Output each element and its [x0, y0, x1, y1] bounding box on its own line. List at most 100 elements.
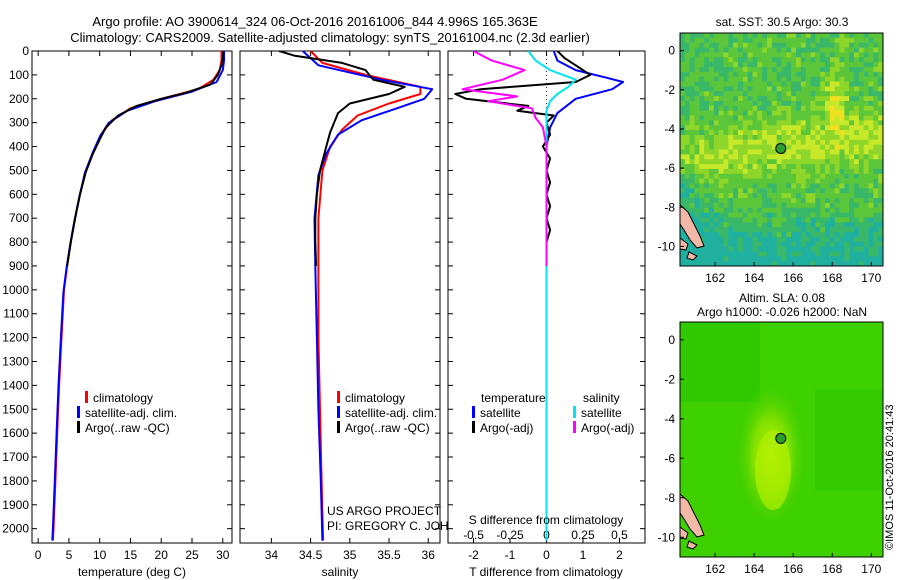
sst-cell	[854, 227, 860, 233]
sst-cell	[738, 193, 744, 199]
sst-cell	[815, 207, 821, 213]
sst-cell	[704, 47, 710, 53]
sst-cell	[718, 212, 724, 218]
sst-cell	[728, 105, 734, 111]
salinity-axis-label: salinity	[322, 565, 359, 579]
sst-cell	[849, 115, 855, 121]
sst-cell	[825, 91, 831, 97]
sst-cell	[747, 125, 753, 131]
sst-cell	[800, 86, 806, 92]
sst-cell	[709, 144, 715, 150]
sst-cell	[757, 154, 763, 160]
sst-cell	[757, 139, 763, 145]
sst-cell	[820, 62, 826, 68]
sst-cell	[791, 134, 797, 141]
sst-cell	[815, 168, 821, 175]
sst-cell	[781, 139, 787, 145]
sst-cell	[723, 134, 729, 141]
sst-cell	[829, 33, 835, 39]
sst-cell	[733, 198, 739, 204]
sst-cell	[723, 57, 729, 63]
sst-cell	[815, 76, 821, 82]
sst-cell	[738, 261, 744, 266]
sst-cell	[786, 193, 792, 199]
sst-cell	[786, 178, 792, 184]
sst-cell	[868, 120, 874, 126]
sst-cell	[680, 37, 686, 44]
sst-cell	[699, 86, 705, 92]
sst-cell	[757, 207, 763, 213]
salinity-legend: climatology satellite-adj. clim. Argo(..…	[337, 391, 437, 435]
sst-cell	[786, 57, 792, 63]
sst-cell	[709, 139, 715, 145]
sst-cell	[728, 47, 734, 53]
sst-cell	[747, 86, 753, 92]
sst-cell	[796, 193, 802, 199]
sst-cell	[728, 120, 734, 126]
sst-cell	[728, 134, 734, 141]
sst-cell	[863, 217, 869, 223]
sst-cell	[868, 130, 874, 136]
sst-cell	[796, 232, 802, 238]
sst-cell	[718, 37, 724, 44]
sst-cell	[805, 144, 811, 150]
sst-cell	[868, 246, 874, 252]
sst-cell	[680, 130, 686, 136]
sst-cell	[800, 120, 806, 126]
sst-cell	[815, 178, 821, 184]
salinity-tick-labels: 34 34.5 35 35.5 36	[240, 50, 440, 562]
sst-cell	[709, 168, 715, 175]
sst-cell	[820, 139, 826, 145]
sst-cell	[767, 57, 773, 63]
sst-cell	[873, 76, 879, 82]
sst-cell	[815, 246, 821, 252]
sst-cell	[757, 130, 763, 136]
sst-cell	[689, 154, 695, 160]
sst-cell	[718, 57, 724, 63]
sst-cell	[771, 212, 777, 218]
sst-cell	[829, 76, 835, 82]
sst-cell	[767, 62, 773, 68]
sst-cell	[820, 76, 826, 82]
sst-cell	[767, 241, 773, 247]
sst-cell	[839, 115, 845, 121]
sst-cell	[704, 222, 710, 228]
sst-cell	[805, 193, 811, 199]
sst-cell	[805, 110, 811, 116]
sst-cell	[742, 47, 748, 53]
sst-cell	[713, 168, 719, 175]
sst-cell	[796, 251, 802, 257]
sst-cell	[738, 115, 744, 121]
sst-cell	[776, 100, 782, 107]
sst-cell	[723, 212, 729, 218]
sst-cell	[771, 76, 777, 82]
sst-cell	[786, 115, 792, 121]
sst-cell	[689, 91, 695, 97]
sst-cell	[825, 164, 831, 170]
sst-cell	[829, 115, 835, 121]
sst-cell	[718, 261, 724, 266]
sst-cell	[718, 47, 724, 53]
sst-cell	[689, 202, 695, 209]
sst-cell	[733, 178, 739, 184]
sst-cell	[762, 130, 768, 136]
sst-cell	[747, 42, 753, 48]
sst-cell	[839, 154, 845, 160]
sst-cell	[805, 236, 811, 243]
sst-cell	[868, 193, 874, 199]
sst-cell	[805, 37, 811, 44]
sst-cell	[738, 130, 744, 136]
sst-cell	[825, 57, 831, 63]
sst-cell	[767, 256, 773, 262]
sst-cell	[839, 232, 845, 238]
sst-cell	[834, 125, 840, 131]
sst-cell	[680, 57, 686, 63]
sst-cell	[815, 33, 821, 39]
sst-cell	[728, 52, 734, 58]
sst-cell	[684, 76, 690, 82]
sst-cell	[839, 236, 845, 243]
sst-cell	[738, 81, 744, 87]
sst-cell	[689, 42, 695, 48]
sst-cell	[863, 37, 869, 44]
sst-cell	[738, 57, 744, 63]
